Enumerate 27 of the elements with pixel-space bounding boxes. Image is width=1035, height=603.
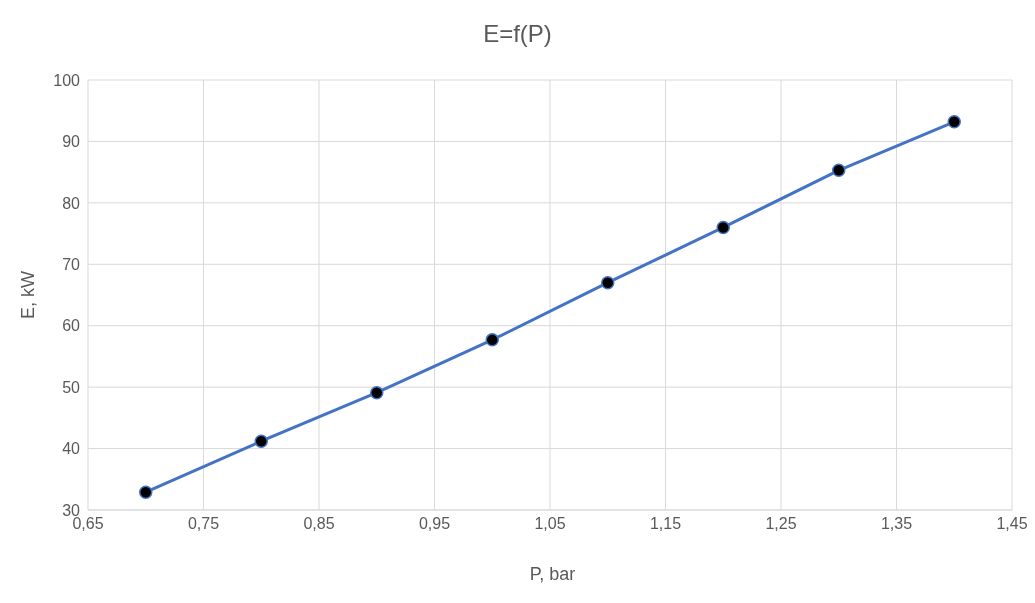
point [832,163,846,178]
x-tick-label: 0,75 [187,515,220,533]
point [716,220,730,235]
x-tick-label: 1,15 [649,515,682,533]
y-tick-label: 70 [62,255,81,273]
x-axis-title: P, bar [528,564,577,585]
x-tick-label: 1,35 [880,515,913,533]
y-tick-label: 50 [62,378,81,396]
x-tick-label: 1,25 [765,515,797,533]
y-axis-title: E, kW [18,270,39,319]
x-tick-label: 0,95 [418,515,451,533]
point [947,115,961,129]
x-tick-label: 0,85 [303,515,335,533]
y-tick-label: 100 [53,71,81,89]
x-tick-label: 0,65 [72,515,104,533]
y-tick-label: 60 [62,317,81,335]
point [485,333,499,347]
chart-title: E=f(P) [482,19,553,49]
point [139,485,153,499]
y-tick-label: 80 [62,194,81,212]
y-tick-label: 40 [62,440,81,458]
point [254,434,268,448]
x-tick-label: 1,05 [534,515,566,533]
point [601,275,615,290]
y-tick-label: 90 [62,133,81,151]
point [370,385,384,400]
x-tick-label: 1,45 [996,515,1028,533]
